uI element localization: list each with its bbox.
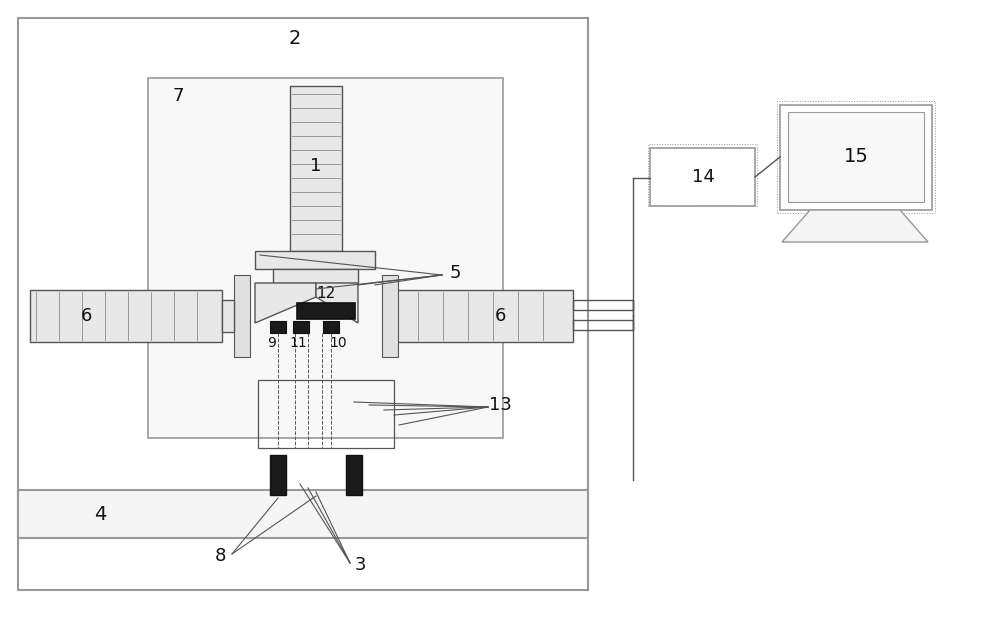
Bar [323,321,339,333]
Bar [346,455,362,495]
Bar [273,269,358,283]
Bar [382,275,398,357]
Bar [258,380,394,448]
Text: 1: 1 [310,157,322,175]
Text: 13: 13 [489,396,511,414]
Bar [18,18,588,590]
Bar [648,144,757,206]
Bar [30,290,222,342]
Bar [788,112,924,202]
Bar [573,320,633,330]
Bar [573,300,633,310]
Bar [388,290,573,342]
Text: 9: 9 [268,336,276,350]
Text: 8: 8 [214,547,226,565]
Text: 12: 12 [316,286,336,301]
Bar [222,300,234,332]
Text: 7: 7 [172,87,184,105]
Text: 6: 6 [494,307,506,325]
Text: 14: 14 [692,168,714,186]
Text: 6: 6 [80,307,92,325]
Polygon shape [316,283,358,323]
Bar [234,275,250,357]
Bar [255,251,375,269]
Text: 11: 11 [289,336,307,350]
Text: 10: 10 [329,336,347,350]
Text: 15: 15 [844,148,868,166]
Polygon shape [782,210,928,242]
Text: 5: 5 [449,264,461,282]
Bar [297,303,355,319]
Bar [270,321,286,333]
Text: 4: 4 [94,505,106,525]
Bar [18,490,588,538]
Bar [148,78,503,438]
Bar [293,321,309,333]
Bar [780,105,932,210]
Text: 3: 3 [354,556,366,574]
Bar [650,148,755,206]
Bar [777,101,935,213]
Polygon shape [255,283,316,323]
Bar [270,455,286,495]
Text: 2: 2 [289,29,301,47]
Bar [290,86,342,251]
